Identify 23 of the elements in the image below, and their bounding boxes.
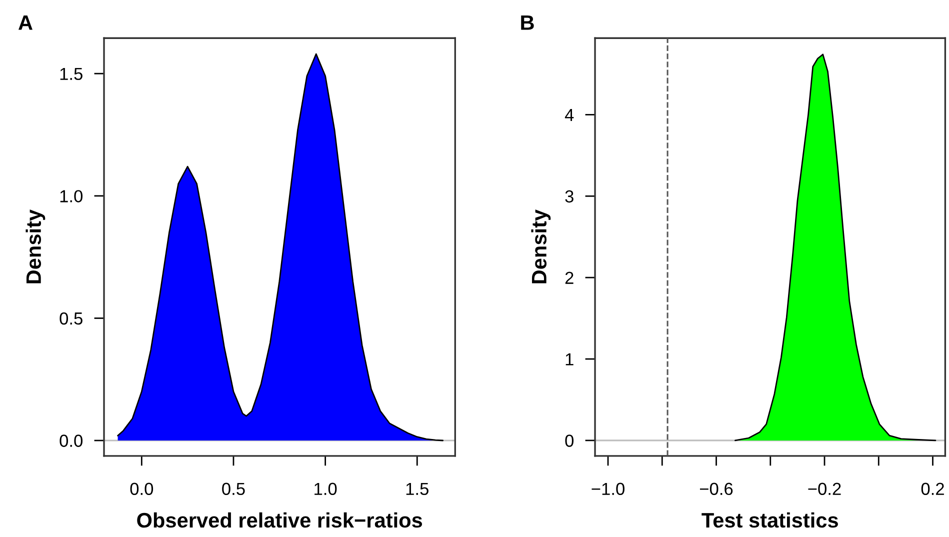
y-axis-title: Density xyxy=(531,210,551,284)
chart-title: B xyxy=(521,15,534,30)
x-tick-label: 1.0 xyxy=(314,482,337,496)
y-tick-label: 3 xyxy=(565,190,574,203)
x-tick-label: −0.2 xyxy=(808,482,841,496)
y-tick-label: 0 xyxy=(565,434,574,447)
y-tick-label: 1.0 xyxy=(60,190,82,202)
y-tick-label: 2 xyxy=(565,272,574,284)
x-tick-label: −0.6 xyxy=(700,482,733,496)
y-tick-label: 4 xyxy=(564,109,574,121)
x-axis-title: Test statistics xyxy=(702,512,838,528)
y-tick-label: 0.0 xyxy=(60,434,82,447)
y-tick-label: 1 xyxy=(566,353,574,366)
chart-title: A xyxy=(18,15,32,30)
x-tick-label: 0.2 xyxy=(921,482,944,496)
x-tick-label: 1.5 xyxy=(406,482,428,496)
x-tick-label: −1.0 xyxy=(592,482,624,496)
y-tick-label: 0.5 xyxy=(60,312,82,325)
x-axis-title: Observed relative risk−ratios xyxy=(137,512,422,528)
y-axis-title: Density xyxy=(26,210,46,284)
x-tick-label: 0.0 xyxy=(130,482,154,496)
y-tick-label: 1.5 xyxy=(60,68,82,80)
x-tick-label: 0.5 xyxy=(222,482,245,496)
